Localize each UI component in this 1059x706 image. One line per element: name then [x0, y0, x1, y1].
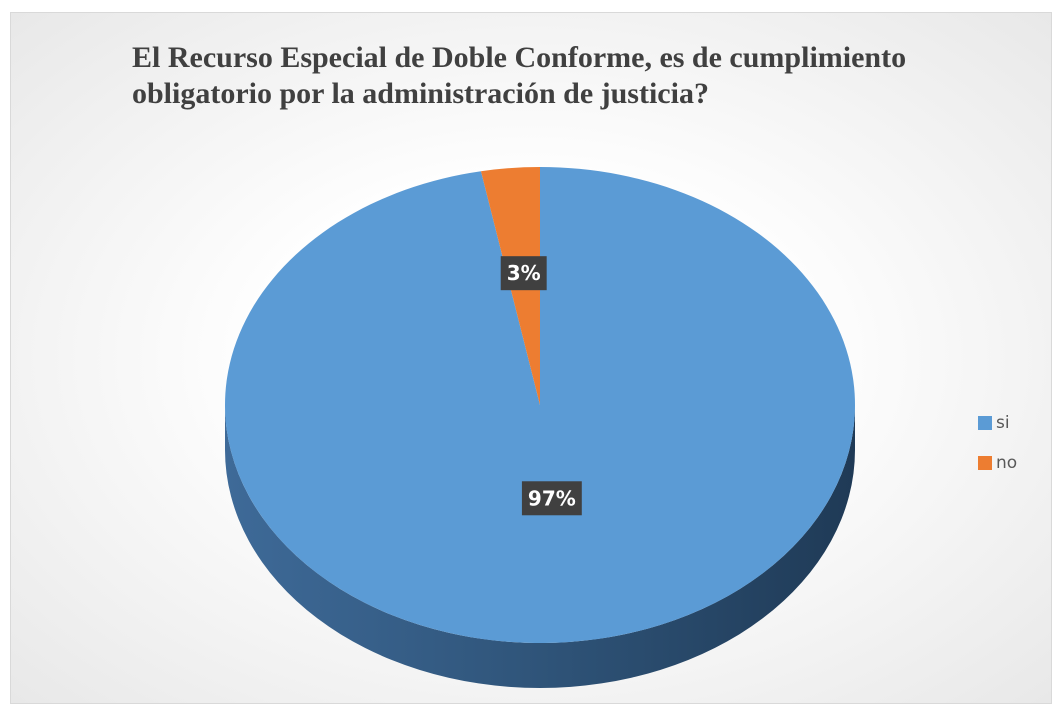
legend-swatch [978, 456, 992, 470]
data-label: 97% [528, 486, 576, 510]
legend-label: no [996, 453, 1017, 473]
legend-label: si [996, 413, 1010, 433]
data-label-box [500, 256, 547, 291]
chart-title: El Recurso Especial de Doble Conforme, e… [132, 41, 907, 110]
data-label: 3% [507, 261, 541, 285]
data-label-box [521, 481, 582, 516]
legend-swatch [978, 416, 992, 430]
pie-side [225, 405, 855, 688]
